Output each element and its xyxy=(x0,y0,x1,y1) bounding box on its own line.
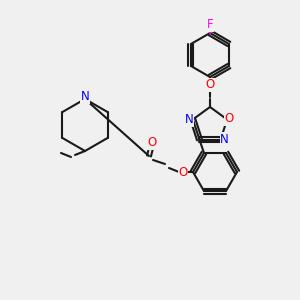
Text: F: F xyxy=(207,19,213,32)
Text: O: O xyxy=(224,112,234,125)
Text: N: N xyxy=(184,113,193,126)
Text: O: O xyxy=(206,79,214,92)
Text: N: N xyxy=(220,133,229,146)
Text: O: O xyxy=(178,166,188,178)
Text: O: O xyxy=(147,136,157,149)
Text: N: N xyxy=(81,91,89,103)
